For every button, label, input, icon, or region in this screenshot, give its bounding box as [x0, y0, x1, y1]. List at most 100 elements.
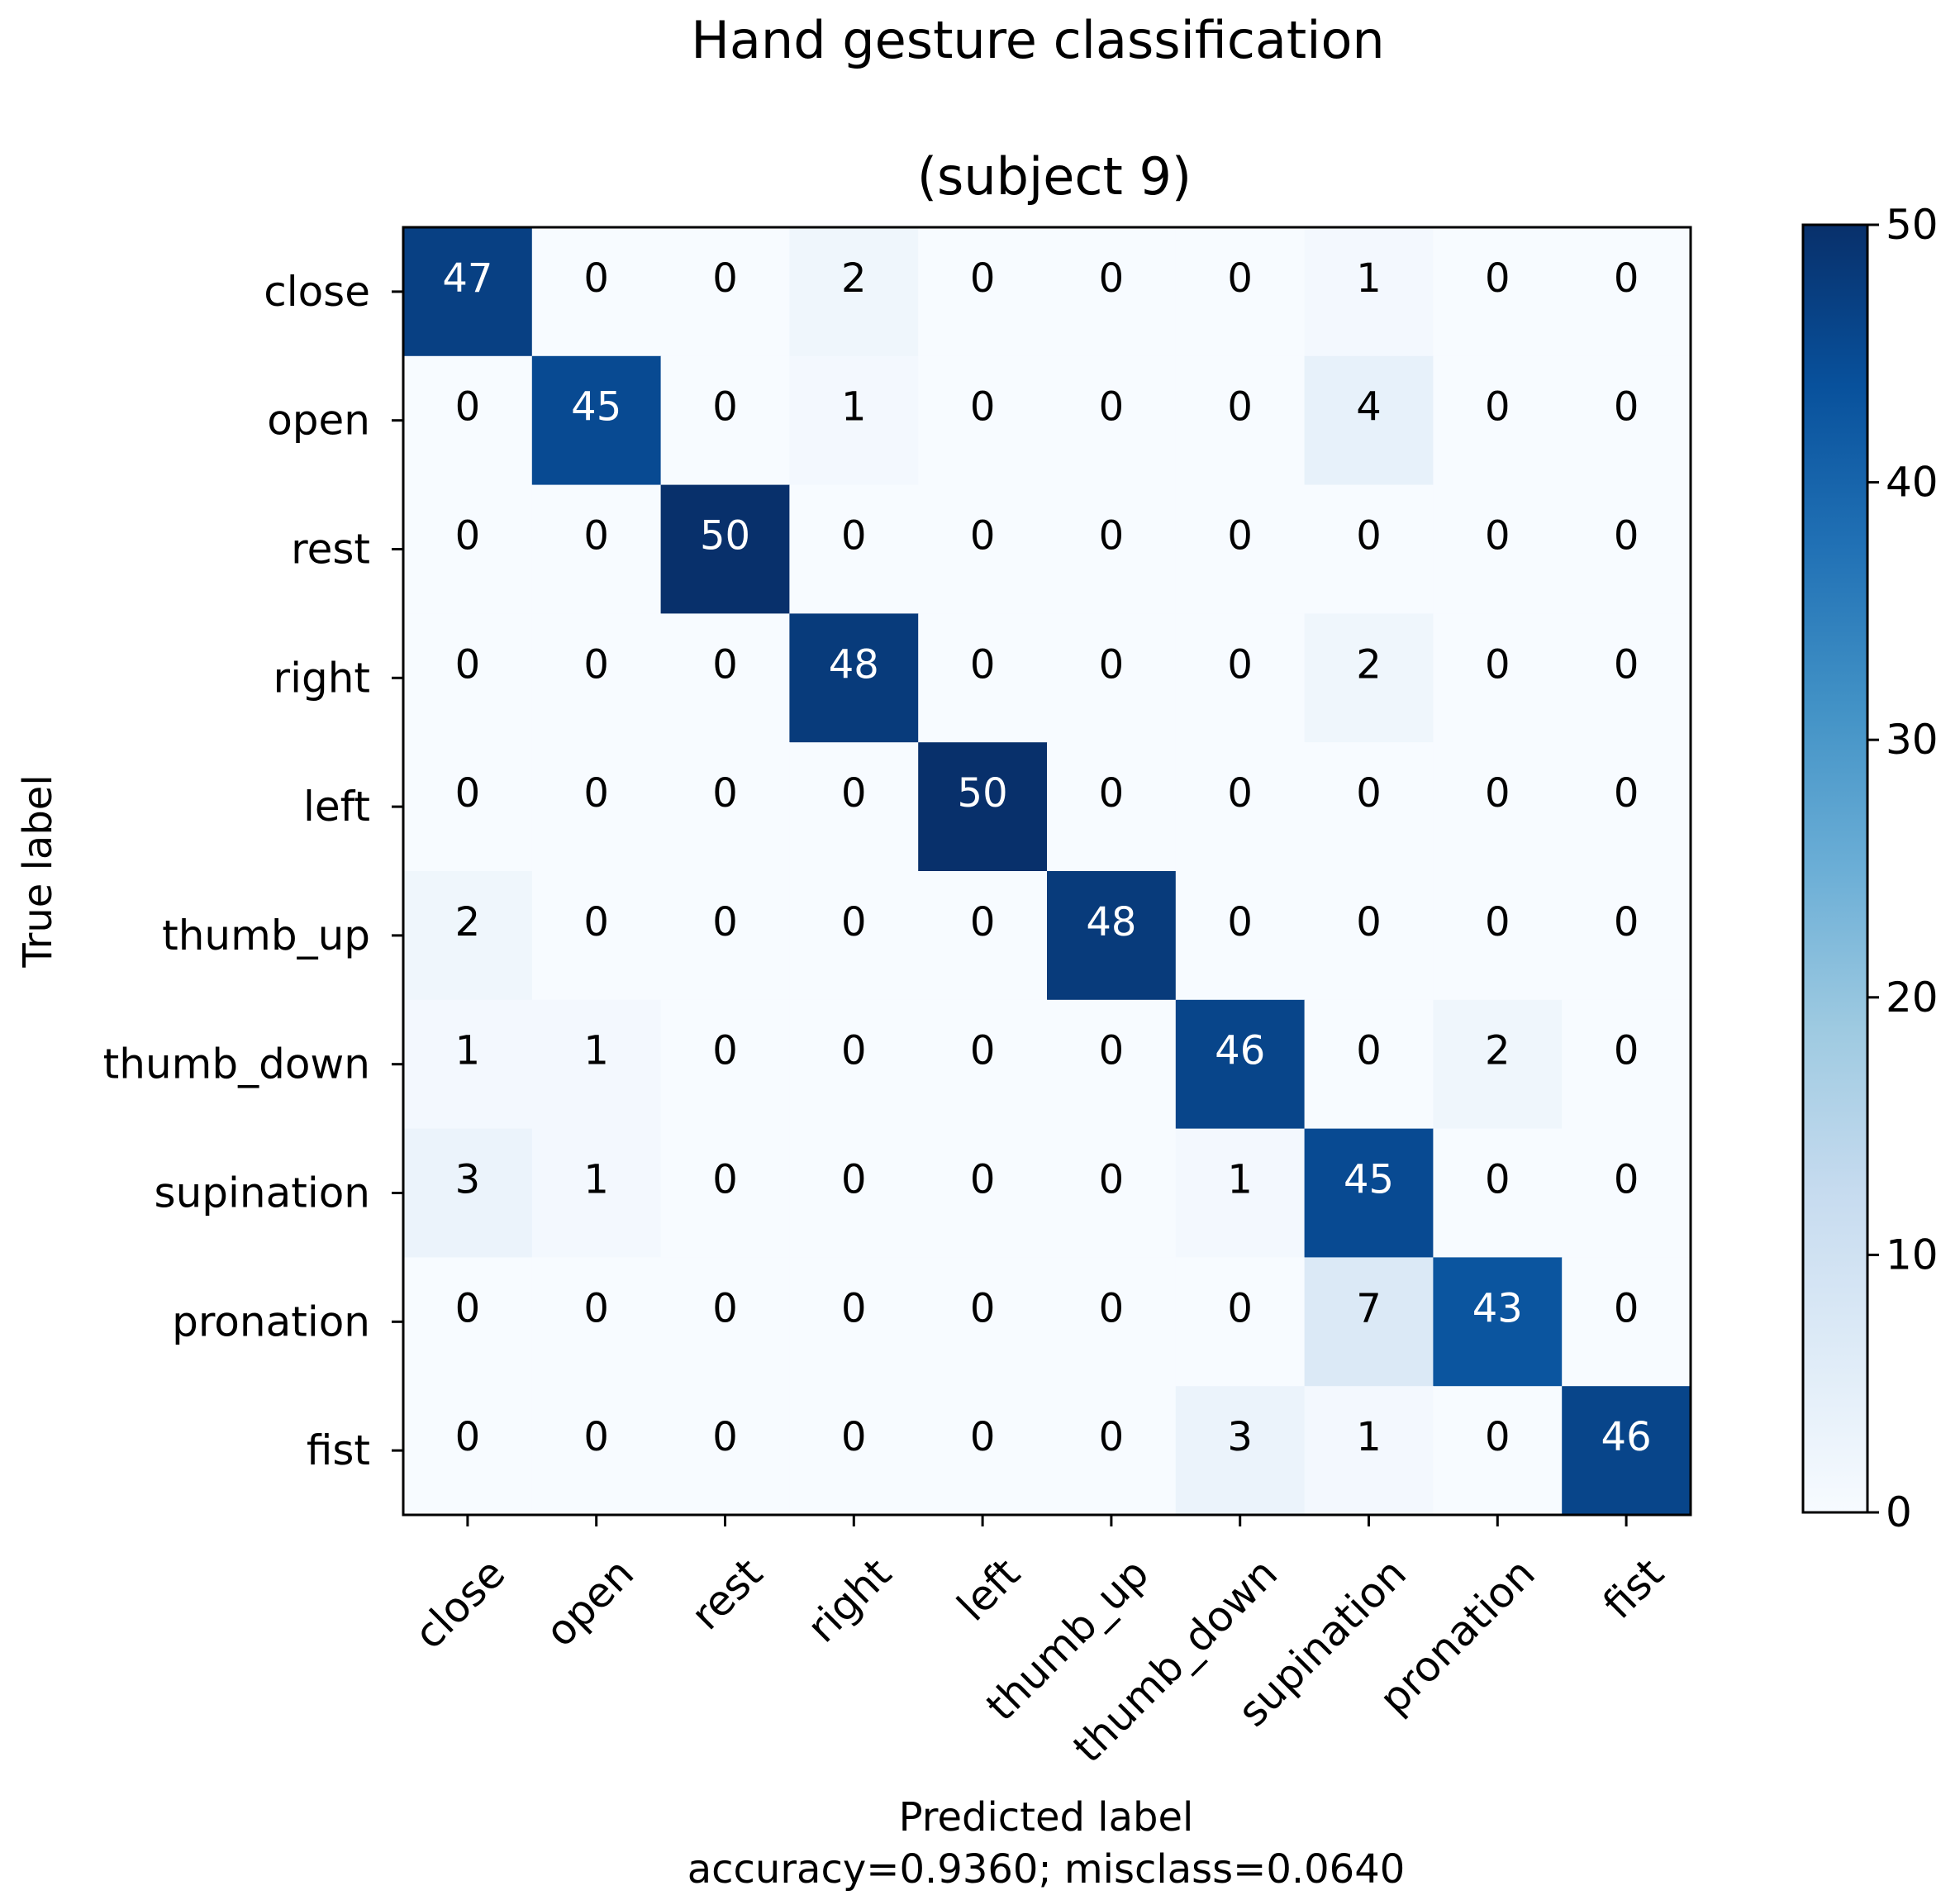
- cell-value-label: 0: [1485, 1157, 1510, 1203]
- heatmap-cell: [531, 999, 662, 1130]
- heatmap-cell: [1175, 999, 1306, 1130]
- cell-value-label: 0: [1614, 513, 1639, 560]
- cell-value-label: 0: [1485, 384, 1510, 431]
- heatmap-cell: [1175, 1386, 1306, 1516]
- cell-value-label: 0: [1227, 641, 1253, 688]
- cell-value-label: 48: [829, 641, 879, 688]
- cell-value-label: 0: [1485, 1414, 1510, 1460]
- heatmap-cell: [1175, 613, 1306, 743]
- heatmap-cell: [918, 999, 1048, 1130]
- heatmap-cell: [1433, 613, 1563, 743]
- cell-value-label: 0: [1356, 1028, 1382, 1074]
- heatmap-cell: [531, 742, 662, 872]
- cell-value-label: 0: [712, 255, 738, 302]
- heatmap-cells: [403, 227, 1691, 1516]
- colorbar-tick-label: 50: [1886, 201, 1939, 249]
- cell-value-label: 1: [583, 1157, 609, 1203]
- cell-value-label: 0: [1614, 641, 1639, 688]
- y-tick-label: pronation: [172, 1298, 370, 1345]
- heatmap-cell: [660, 613, 790, 743]
- heatmap-cell: [1433, 1257, 1563, 1387]
- heatmap-cell: [660, 1386, 790, 1516]
- heatmap-cell: [1175, 1128, 1306, 1258]
- cell-value-label: 1: [1356, 255, 1382, 302]
- heatmap-cell: [1047, 484, 1177, 614]
- cell-value-label: 0: [1099, 513, 1125, 560]
- y-tick-label: right: [274, 654, 370, 702]
- cell-value-label: 0: [970, 384, 996, 431]
- heatmap-cell: [1175, 871, 1306, 1001]
- heatmap-cell: [1047, 1386, 1177, 1516]
- heatmap-cell: [1047, 613, 1177, 743]
- heatmap-cell: [1304, 227, 1434, 357]
- y-tick-label: left: [303, 783, 370, 831]
- cell-value-label: 0: [712, 1028, 738, 1074]
- heatmap-cell: [531, 1128, 662, 1258]
- cell-value-label: 0: [583, 1414, 609, 1460]
- y-axis-label: True label: [15, 774, 61, 968]
- cell-value-label: 1: [1227, 1157, 1253, 1203]
- cell-value-label: 0: [970, 513, 996, 560]
- plot-frame: [402, 226, 1692, 1517]
- heatmap-cell: [1304, 1386, 1434, 1516]
- cell-value-label: 0: [455, 1414, 481, 1460]
- cell-value-label: 0: [1614, 255, 1639, 302]
- colorbar: [1801, 223, 1869, 1514]
- heatmap-cell: [531, 1386, 662, 1516]
- heatmap-cell: [918, 355, 1048, 486]
- cell-value-label: 0: [1227, 255, 1253, 302]
- heatmap-cell: [1175, 484, 1306, 614]
- heatmap-cell: [531, 613, 662, 743]
- heatmap-cell: [660, 355, 790, 486]
- metrics-line: accuracy=0.9360; misclass=0.0640: [687, 1846, 1406, 1893]
- cell-value-label: 0: [1356, 899, 1382, 945]
- cell-value-label: 0: [455, 513, 481, 560]
- cell-value-label: 1: [455, 1028, 481, 1074]
- heatmap-cell: [918, 484, 1048, 614]
- heatmap-cell: [1304, 742, 1434, 872]
- cell-value-label: 0: [841, 1285, 867, 1331]
- cell-value-label: 0: [1099, 1157, 1125, 1203]
- heatmap-cell: [1433, 1386, 1563, 1516]
- heatmap-cell: [403, 1257, 533, 1387]
- cell-value-label: 0: [1485, 770, 1510, 817]
- cell-value-label: 0: [841, 899, 867, 945]
- x-axis-label: Predicted label: [899, 1794, 1194, 1840]
- colorbar-tick-label: 10: [1886, 1231, 1939, 1279]
- cell-value-label: 0: [1356, 513, 1382, 560]
- cell-value-label: 2: [1485, 1028, 1510, 1074]
- x-tick-label: right: [798, 1549, 901, 1651]
- colorbar-tick-label: 40: [1886, 459, 1939, 507]
- heatmap-cell: [1304, 484, 1434, 614]
- colorbar-tick-label: 0: [1886, 1488, 1912, 1536]
- heatmap-cell: [1304, 999, 1434, 1130]
- cell-value-label: 0: [970, 1028, 996, 1074]
- heatmap-cell: [1175, 1257, 1306, 1387]
- colorbar-tick-label: 20: [1886, 974, 1939, 1021]
- heatmap-cell-labels: 47 0 0 2 0 0 0 1 0 0 0 45 0 1 0 0 0 4 0 0 0 0 50 0 0 0 0 0 0 0 0 0 0 48 0 0…: [442, 255, 1651, 1460]
- heatmap-cell: [403, 355, 533, 486]
- heatmap-cell: [403, 999, 533, 1130]
- heatmap-cell: [1562, 871, 1691, 1001]
- heatmap-cell: [660, 484, 790, 614]
- cell-value-label: 4: [1356, 384, 1382, 431]
- cell-value-label: 0: [455, 770, 481, 817]
- cell-value-label: 50: [958, 770, 1008, 817]
- heatmap-cell: [1047, 1257, 1177, 1387]
- heatmap-cell: [1304, 1128, 1434, 1258]
- cell-value-label: 0: [1356, 770, 1382, 817]
- heatmap-cell: [531, 484, 662, 614]
- cell-value-label: 0: [1614, 384, 1639, 431]
- heatmap-cell: [403, 227, 533, 357]
- heatmap-cell: [1047, 355, 1177, 486]
- heatmap-cell: [1175, 355, 1306, 486]
- cell-value-label: 47: [442, 255, 492, 302]
- heatmap-cell: [918, 1386, 1048, 1516]
- cell-value-label: 0: [1099, 641, 1125, 688]
- heatmap-cell: [1304, 355, 1434, 486]
- y-tick-label: fist: [307, 1426, 370, 1474]
- heatmap-cell: [918, 871, 1048, 1001]
- cell-value-label: 50: [700, 513, 750, 560]
- cell-value-label: 0: [1485, 255, 1510, 302]
- cell-value-label: 45: [571, 384, 621, 431]
